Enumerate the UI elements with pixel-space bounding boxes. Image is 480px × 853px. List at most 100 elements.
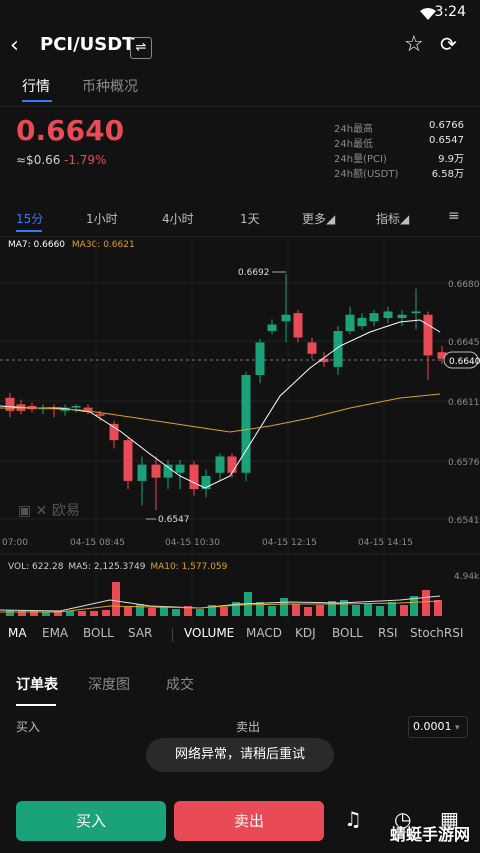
ind-sar[interactable]: SAR <box>128 626 153 640</box>
candle <box>383 311 393 318</box>
last-price: 0.6640 <box>16 114 125 147</box>
vol-legend-ma10: MA10: 1,577.059 <box>150 562 228 572</box>
star-icon[interactable]: ☆ <box>404 32 424 57</box>
volume-bar <box>328 601 336 616</box>
candle <box>319 358 329 362</box>
ind-volume[interactable]: VOLUME <box>184 626 235 640</box>
volume-bar <box>160 607 168 616</box>
volume-bar <box>184 606 192 616</box>
usd-price: ≈$0.66 <box>16 153 61 167</box>
book-tab-underline <box>16 704 56 706</box>
volume-bar <box>172 609 180 616</box>
volume-bar <box>292 604 300 616</box>
tab-market[interactable]: 行情 <box>22 79 50 95</box>
volume-bar <box>434 600 442 616</box>
ind-rsi[interactable]: RSI <box>378 626 398 640</box>
volume-bar <box>6 610 14 616</box>
swap-icon[interactable]: ⇌ <box>130 37 152 59</box>
time-label: 04-15 08:45 <box>70 538 125 548</box>
candle <box>333 331 343 367</box>
vol-legend-ma5: MA5: 2,125.3749 <box>68 562 146 572</box>
candle <box>293 313 303 338</box>
ind-boll-sub[interactable]: BOLL <box>332 626 363 640</box>
chart-grid <box>0 236 480 624</box>
header: ‹ PCI/USDT ⇌ ☆ ⟳ <box>0 26 480 70</box>
low-label: 0.6547 <box>158 515 190 525</box>
time-label: 04-15 12:15 <box>262 538 317 548</box>
chevron-left-icon[interactable]: ‹ <box>10 33 19 58</box>
bell-icon[interactable]: ♫ <box>344 807 362 831</box>
candle <box>255 342 265 376</box>
tf-1h[interactable]: 1小时 <box>86 212 118 226</box>
tf-more[interactable]: 更多◢ <box>302 212 336 226</box>
candle <box>307 342 317 354</box>
status-time: 3:24 <box>434 4 466 20</box>
indicator-bar: MA EMA BOLL SAR VOLUME MACD KDJ BOLL RSI… <box>0 624 480 646</box>
tf-15m[interactable]: 15分 <box>16 212 44 226</box>
buy-button[interactable]: 买入 <box>16 801 166 841</box>
volume-bar <box>54 611 62 616</box>
site-watermark: 蜻蜓手游网 <box>389 825 470 844</box>
candle <box>123 440 133 481</box>
high-label: 0.6692 <box>238 268 270 278</box>
volume-bar <box>196 609 204 616</box>
tab-depth[interactable]: 深度图 <box>88 677 130 693</box>
buy-column-label: 买入 <box>16 720 41 734</box>
tab-underline <box>22 100 52 102</box>
share-icon[interactable]: ⟳ <box>440 32 457 56</box>
time-label: 04-15 14:15 <box>358 538 413 548</box>
candle <box>163 464 173 478</box>
candle <box>369 313 379 322</box>
chevron-down-icon: ▾ <box>455 723 460 733</box>
candle <box>227 456 237 473</box>
tab-orderbook[interactable]: 订单表 <box>16 677 58 693</box>
candle <box>201 476 211 490</box>
volume-bar <box>376 606 384 616</box>
candle <box>267 324 277 332</box>
precision-select[interactable]: 0.0001 ▾ <box>408 716 468 738</box>
candle <box>71 405 81 408</box>
candlestick-chart[interactable]: 0.6680 0.6645 0.6611 0.6576 0.6541 0.6640 0.66… <box>0 236 480 656</box>
volume-bar <box>256 602 264 616</box>
candle <box>5 397 15 411</box>
vol-legend-vol: VOL: 622.28 <box>8 562 64 572</box>
candle <box>215 456 225 473</box>
volume-bar <box>388 602 396 616</box>
volume-bar <box>232 602 240 616</box>
volume-bar <box>400 605 408 616</box>
tf-indicators[interactable]: 指标◢ <box>376 212 410 226</box>
ind-kdj[interactable]: KDJ <box>295 626 316 640</box>
candle <box>95 414 105 416</box>
ma7-legend: MA7: 0.6660 <box>8 240 66 250</box>
volume-bar <box>304 607 312 616</box>
tab-trades[interactable]: 成交 <box>166 677 194 693</box>
price-axis: 0.6680 0.6645 0.6611 0.6576 0.6541 0.6640 0.66… <box>2 268 480 582</box>
ind-ma[interactable]: MA <box>8 626 27 640</box>
ind-ema[interactable]: EMA <box>42 626 69 640</box>
vol-max-label: 4.94k <box>454 572 480 582</box>
grid-icon[interactable]: ▦ <box>440 807 459 831</box>
settings-icon[interactable]: ≡ <box>448 208 460 224</box>
tf-4h[interactable]: 4小时 <box>162 212 194 226</box>
book-tabs: 订单表 深度图 成交 <box>0 662 480 706</box>
volume-bar <box>220 607 228 616</box>
ind-stochrsi[interactable]: StochRSI <box>410 626 464 640</box>
time-label: 04-15 10:30 <box>165 538 220 548</box>
orderbook-header: 买入 卖出 0.0001 ▾ <box>0 710 480 742</box>
clock-icon[interactable]: ◷ <box>394 807 412 831</box>
sell-button[interactable]: 卖出 <box>174 801 324 841</box>
ind-macd[interactable]: MACD <box>246 626 282 640</box>
ind-boll[interactable]: BOLL <box>83 626 114 640</box>
volume-bar <box>148 608 156 616</box>
ma7-line <box>0 319 441 489</box>
ma30-line <box>0 393 441 433</box>
pair-title[interactable]: PCI/USDT <box>40 34 135 55</box>
candle <box>411 311 421 314</box>
tf-1d[interactable]: 1天 <box>240 212 260 226</box>
stat-low: 24h最低 0.6547 <box>334 135 464 150</box>
candle <box>345 314 355 332</box>
volume-bar <box>136 604 144 616</box>
tab-overview[interactable]: 币种概况 <box>82 79 138 95</box>
volume-bar <box>422 590 430 616</box>
volume-bar <box>268 606 276 616</box>
